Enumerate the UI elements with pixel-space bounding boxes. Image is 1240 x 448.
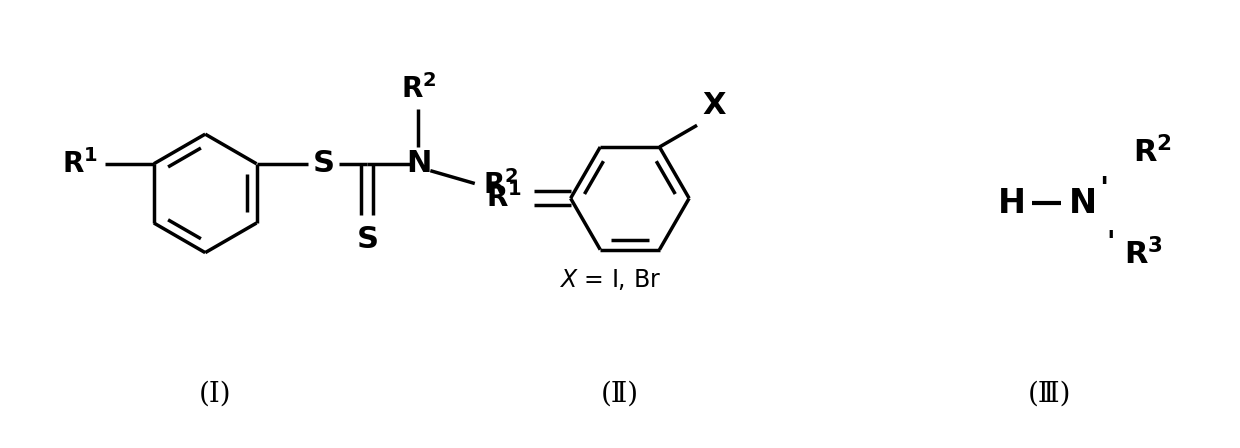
Text: $\mathbf{N}$: $\mathbf{N}$ xyxy=(1068,187,1095,220)
Text: $\mathbf{S}$: $\mathbf{S}$ xyxy=(311,149,334,178)
Text: ': ' xyxy=(1099,175,1109,204)
Text: $\mathbf{N}$: $\mathbf{N}$ xyxy=(407,149,430,178)
Text: $\mathbf{S}$: $\mathbf{S}$ xyxy=(356,225,378,254)
Text: ': ' xyxy=(1106,229,1115,257)
Text: $\mathbf{X}$: $\mathbf{X}$ xyxy=(702,91,727,121)
Text: $\mathbf{R^3}$: $\mathbf{R^3}$ xyxy=(1123,238,1163,271)
Text: $\mathbf{R^1}$: $\mathbf{R^1}$ xyxy=(62,149,98,179)
Text: (Ⅲ): (Ⅲ) xyxy=(1028,380,1071,407)
Text: $\mathbf{R^2}$: $\mathbf{R^2}$ xyxy=(401,73,436,103)
Text: (Ⅱ): (Ⅱ) xyxy=(601,380,639,407)
Text: $\mathbf{H}$: $\mathbf{H}$ xyxy=(997,187,1023,220)
Text: $\mathbf{R^2}$: $\mathbf{R^2}$ xyxy=(1132,136,1172,168)
Text: $X$ = I, Br: $X$ = I, Br xyxy=(559,267,661,292)
Text: $\mathbf{R^2}$: $\mathbf{R^2}$ xyxy=(482,171,518,200)
Text: $\mathbf{R^1}$: $\mathbf{R^1}$ xyxy=(486,183,522,213)
Text: (Ⅰ): (Ⅰ) xyxy=(198,380,232,407)
